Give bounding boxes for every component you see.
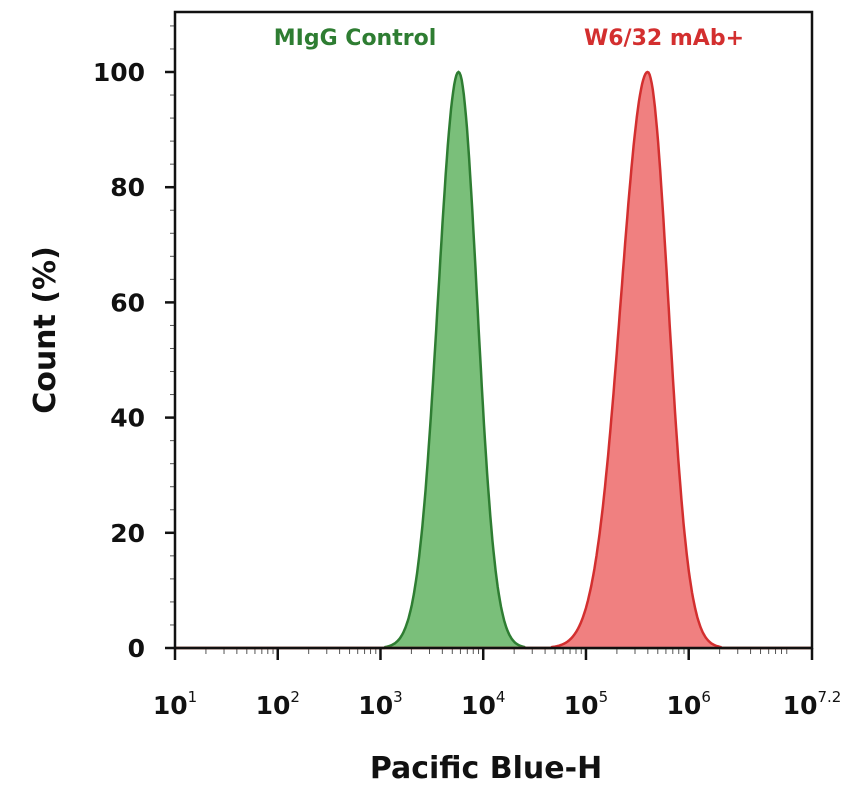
x-tick-label-6: 106 <box>667 688 711 720</box>
x-tick-label-2: 102 <box>256 688 300 720</box>
x-axis: 101 102 103 104 105 106 107.2 <box>153 648 842 720</box>
x-tick-label-1: 101 <box>153 688 197 720</box>
y-tick-label-100: 100 <box>93 58 145 87</box>
series-label-0: MIgG Control <box>274 26 437 51</box>
x-tick-label-4: 104 <box>461 688 505 720</box>
series-line-0 <box>175 70 812 650</box>
x-tick-label-3: 103 <box>358 688 402 720</box>
y-tick-label-20: 20 <box>110 519 145 548</box>
x-tick-label-5: 105 <box>564 688 608 720</box>
y-tick-label-40: 40 <box>110 404 145 433</box>
series-label-1: W6/32 mAb+ <box>584 26 744 51</box>
series-labels: MIgG Control W6/32 mAb+ <box>274 26 744 51</box>
y-axis: 0 20 40 60 80 100 <box>93 58 175 663</box>
series-area-1 <box>175 72 812 648</box>
y-tick-label-0: 0 <box>128 634 145 663</box>
y-tick-label-80: 80 <box>110 173 145 202</box>
series-areas <box>175 70 812 650</box>
y-axis-title: Count (%) <box>28 246 63 414</box>
x-axis-title: Pacific Blue-H <box>370 751 602 786</box>
y-tick-label-60: 60 <box>110 288 145 317</box>
x-tick-label-7.2: 107.2 <box>783 688 842 720</box>
plot-frame <box>173 10 814 650</box>
